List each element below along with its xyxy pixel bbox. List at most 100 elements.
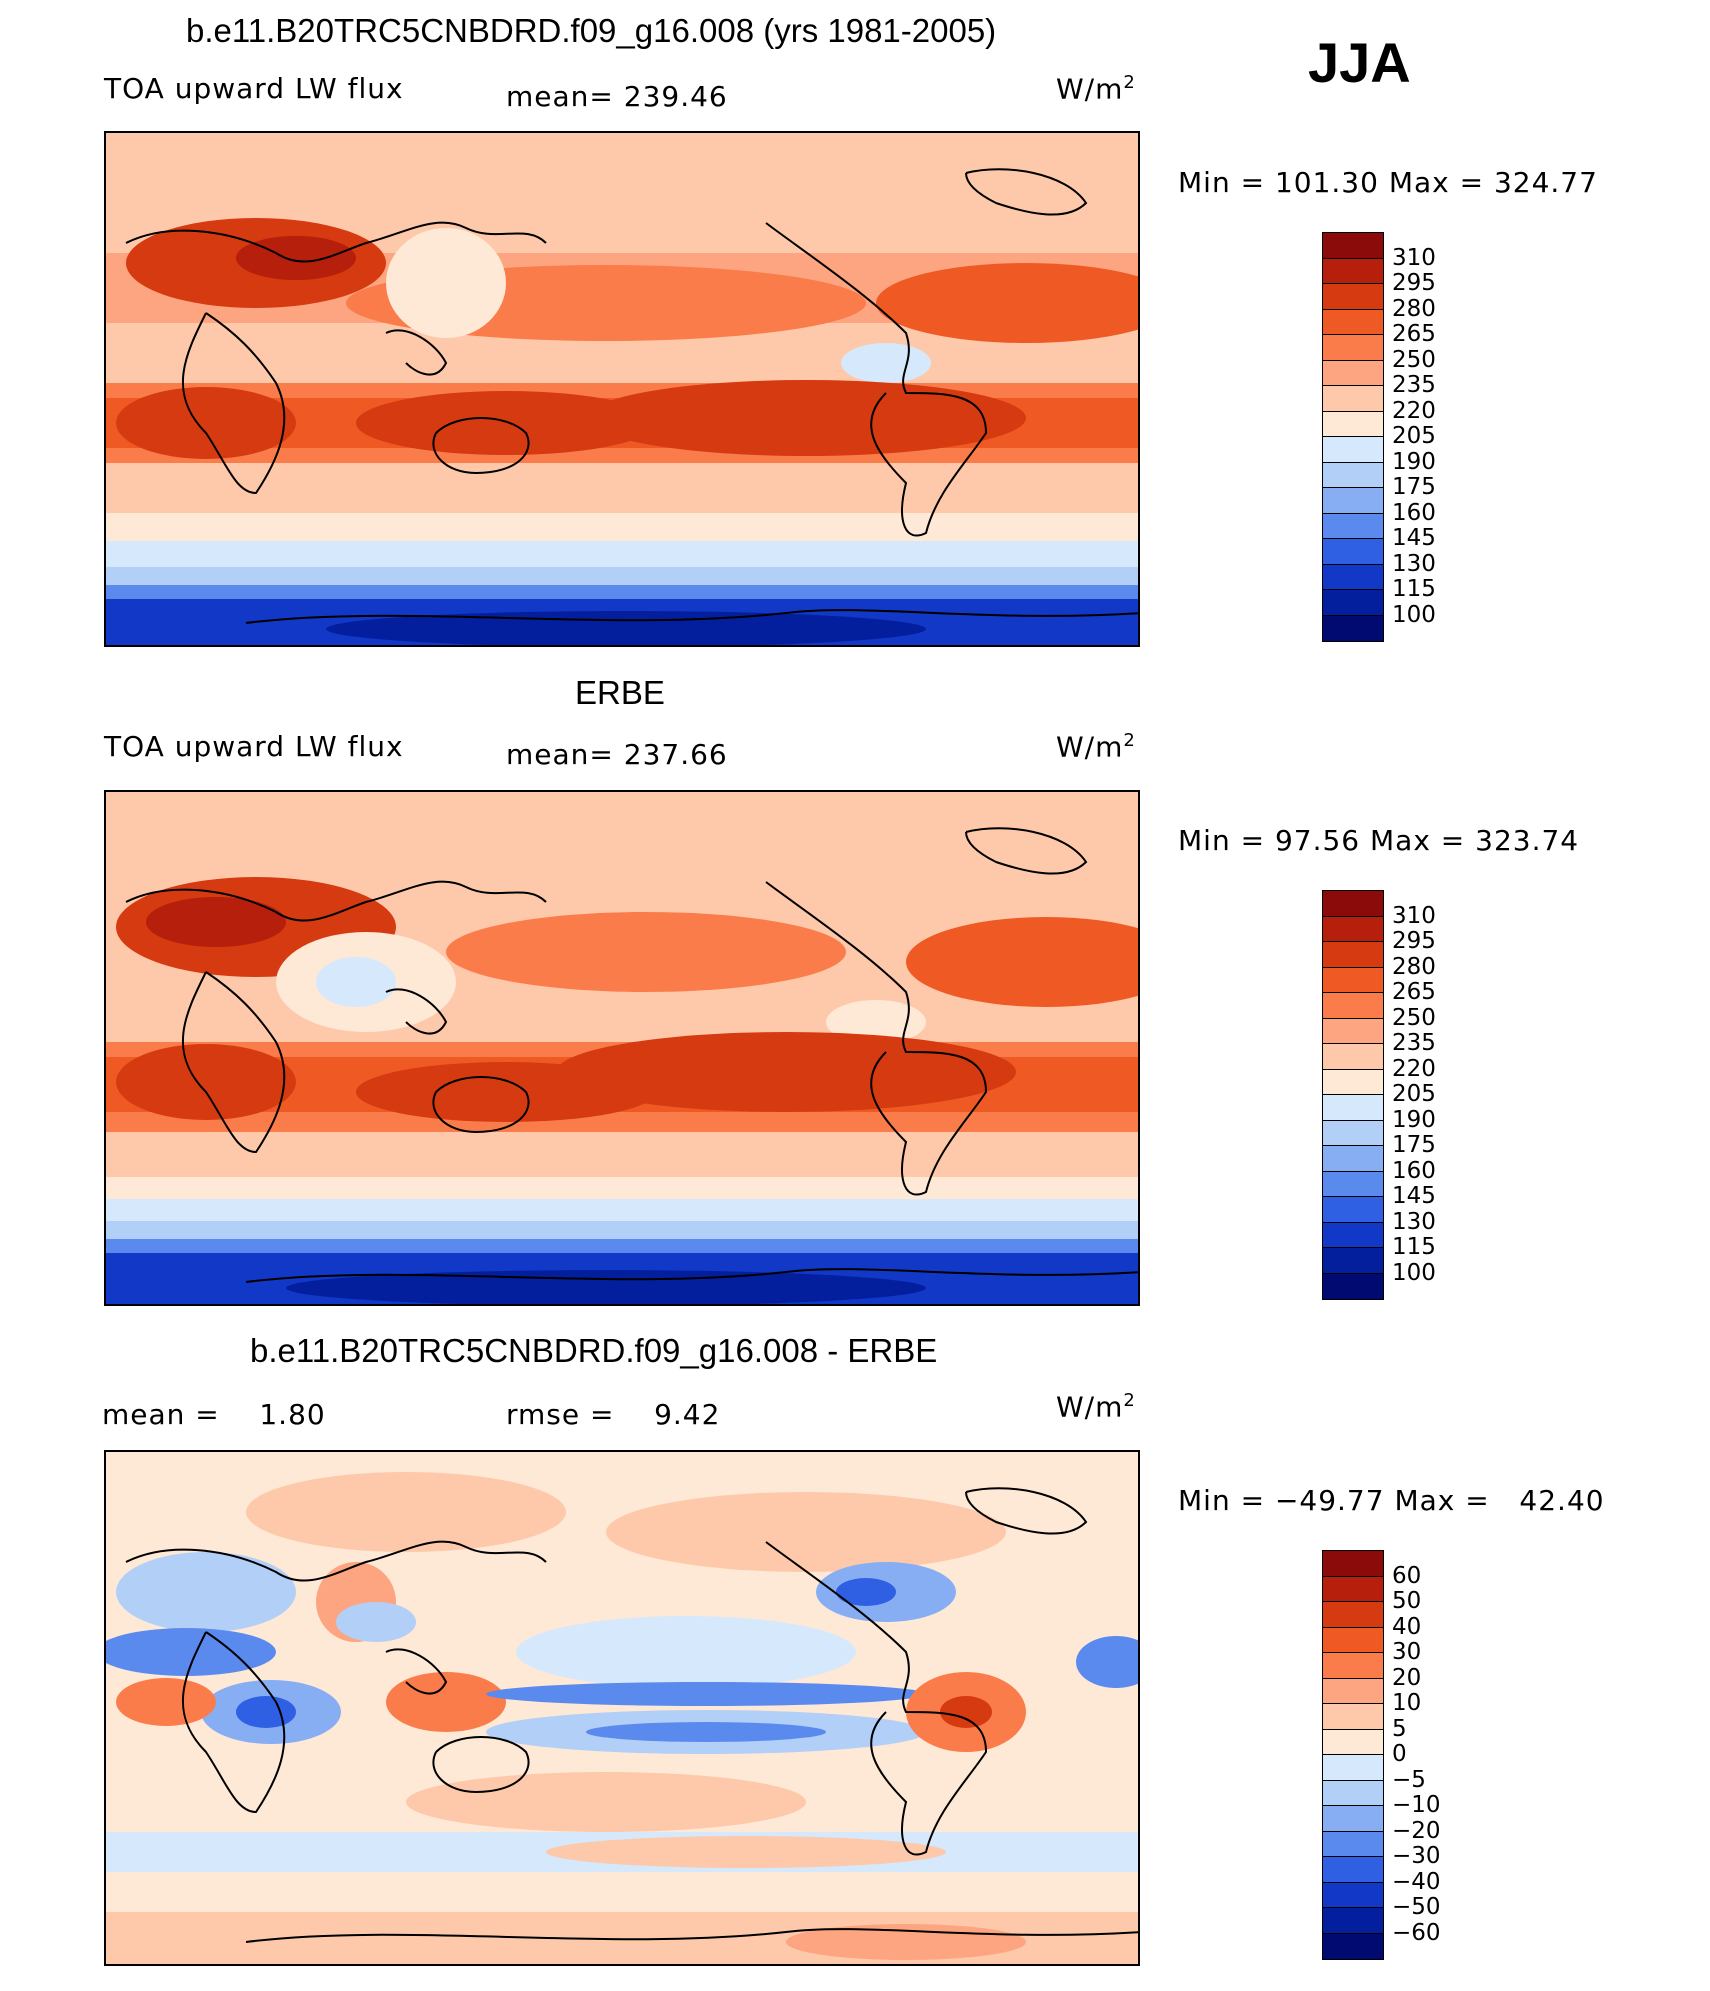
colorbar-tick-label: 160 [1392,499,1436,526]
colorbar-tick-label: 280 [1392,295,1436,322]
colorbar-swatch [1323,1273,1383,1299]
panel1-units-label: W/m2 [1056,72,1136,106]
colorbar-swatch [1323,411,1383,437]
panel3-coastlines [125,1487,1138,1943]
colorbar-tick-label: 205 [1392,423,1436,449]
colorbar-tick-label: 115 [1392,576,1436,602]
colorbar-swatch [1323,916,1383,942]
colorbar-tick-label: 190 [1392,1106,1436,1133]
panel3-units-label: W/m2 [1056,1390,1136,1424]
colorbar-swatch [1323,1755,1383,1781]
colorbar-swatch [1323,488,1383,514]
colorbar-swatch [1323,386,1383,412]
colorbar-tick-label: 310 [1392,244,1436,271]
panel3-rmse-label: rmse = 9.42 [506,1398,721,1431]
colorbar-swatch [1323,615,1383,641]
colorbar-tick-label: 130 [1392,1208,1436,1235]
colorbar-swatch [1323,1576,1383,1602]
colorbar-tick-label: 280 [1392,953,1436,980]
colorbar-swatch [1323,1222,1383,1248]
colorbar-swatch [1323,233,1383,259]
colorbar-tick-label: −5 [1392,1766,1426,1793]
colorbar-swatch [1323,1704,1383,1730]
panel1-title: b.e11.B20TRC5CNBDRD.f09_g16.008 (yrs 198… [186,12,997,49]
colorbar-swatch [1323,1069,1383,1095]
colorbar-tick-label: −10 [1392,1792,1441,1818]
colorbar-swatch [1323,1120,1383,1146]
colorbar-swatch [1323,993,1383,1019]
colorbar-tick-label: 50 [1392,1588,1422,1614]
colorbar-swatch [1323,1095,1383,1121]
colorbar-tick-label: −30 [1392,1843,1441,1869]
colorbar-swatch [1323,539,1383,565]
colorbar-tick-label: 190 [1392,448,1436,475]
colorbar-tick-label: 235 [1392,372,1436,398]
colorbar-swatch [1323,1248,1383,1274]
colorbar-swatch [1323,1653,1383,1679]
colorbar-tick-label: 250 [1392,346,1436,373]
colorbar-swatch [1323,1602,1383,1628]
colorbar-tick-label: 10 [1392,1690,1422,1716]
colorbar-swatch [1323,891,1383,917]
colorbar-tick-label: 235 [1392,1030,1436,1056]
panel3-minmax: Min = −49.77 Max = 42.40 [1178,1484,1605,1517]
colorbar-tick-label: −50 [1392,1894,1441,1920]
colorbar-tick-label: 295 [1392,270,1436,296]
colorbar-tick-label: 130 [1392,550,1436,577]
colorbar-swatch [1323,284,1383,310]
panel2-map-svg [106,792,1138,1304]
colorbar-tick-label: 265 [1392,321,1436,347]
colorbar-tick-label: −40 [1392,1868,1441,1895]
panel3-map-svg [106,1452,1138,1964]
colorbar-tick-label: 115 [1392,1234,1436,1260]
colorbar-swatch [1323,1197,1383,1223]
panel2-colorbar [1322,890,1384,1300]
colorbar-tick-label: 250 [1392,1004,1436,1031]
colorbar-tick-label: 160 [1392,1157,1436,1184]
colorbar-swatch [1323,1627,1383,1653]
season-label: JJA [1308,31,1411,94]
colorbar-tick-label: 60 [1392,1562,1422,1589]
panel2-minmax: Min = 97.56 Max = 323.74 [1178,824,1580,857]
colorbar-swatch [1323,1044,1383,1070]
panel1-map-svg [106,133,1138,645]
colorbar-swatch [1323,1806,1383,1832]
panel2-units-label: W/m2 [1056,730,1136,764]
colorbar-tick-label: 205 [1392,1081,1436,1107]
colorbar-swatch [1323,1857,1383,1883]
colorbar-tick-label: 175 [1392,474,1436,500]
colorbar-swatch [1323,1171,1383,1197]
colorbar-swatch [1323,437,1383,463]
colorbar-tick-label: 145 [1392,525,1436,551]
panel1-mean-label: mean= 239.46 [506,80,728,113]
panel2-title: ERBE [575,674,665,711]
colorbar-tick-label: 5 [1392,1715,1407,1742]
colorbar-tick-label: 100 [1392,601,1436,628]
colorbar-swatch [1323,1882,1383,1908]
panel3-colorbar [1322,1550,1384,1960]
panel1-coastlines [125,168,1138,624]
colorbar-tick-label: 310 [1392,902,1436,929]
colorbar-swatch [1323,1146,1383,1172]
panel3-map [104,1450,1140,1966]
colorbar-swatch [1323,1729,1383,1755]
colorbar-swatch [1323,967,1383,993]
colorbar-swatch [1323,360,1383,386]
panel1-map [104,131,1140,647]
panel3-mean-label: mean = 1.80 [102,1398,326,1431]
colorbar-tick-label: 0 [1392,1741,1407,1767]
colorbar-tick-label: 20 [1392,1664,1422,1691]
colorbar-swatch [1323,1551,1383,1577]
panel2-mean-label: mean= 237.66 [506,738,728,771]
colorbar-swatch [1323,309,1383,335]
colorbar-tick-label: 175 [1392,1132,1436,1158]
panel2-map [104,790,1140,1306]
colorbar-tick-label: 295 [1392,928,1436,954]
panel1-minmax: Min = 101.30 Max = 324.77 [1178,166,1598,199]
colorbar-swatch [1323,1678,1383,1704]
panel2-variable-label: TOA upward LW flux [104,730,404,763]
colorbar-tick-label: 265 [1392,979,1436,1005]
colorbar-swatch [1323,1933,1383,1959]
panel2-coastlines [125,827,1138,1283]
colorbar-swatch [1323,1780,1383,1806]
